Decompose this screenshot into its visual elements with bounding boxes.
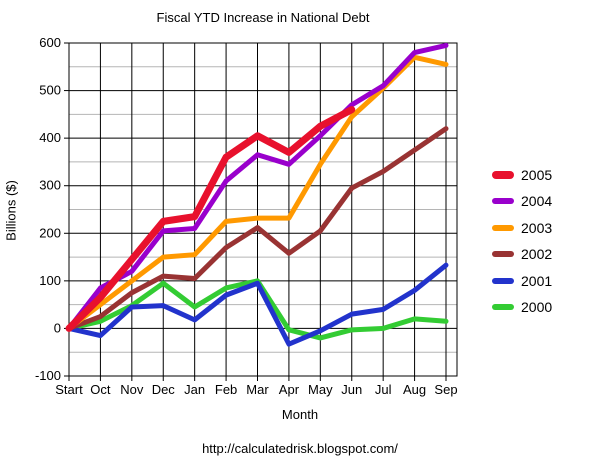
legend-item-2002: 2002 bbox=[492, 244, 552, 264]
footer-url: http://calculatedrisk.blogspot.com/ bbox=[202, 441, 398, 456]
legend-label: 2001 bbox=[521, 272, 553, 289]
y-tick-label: 300 bbox=[39, 178, 61, 193]
y-tick-label: 0 bbox=[54, 320, 61, 335]
legend-marker-2000 bbox=[492, 304, 514, 310]
x-tick-label: Nov bbox=[120, 382, 144, 397]
chart-title: Fiscal YTD Increase in National Debt bbox=[156, 10, 370, 25]
x-tick-label: Mar bbox=[246, 382, 269, 397]
legend-item-2001: 2001 bbox=[492, 271, 552, 291]
x-tick-label: Oct bbox=[90, 382, 111, 397]
plot-border bbox=[68, 42, 458, 377]
legend-item-2000: 2000 bbox=[492, 297, 552, 317]
legend-marker-2003 bbox=[492, 224, 514, 231]
legend-item-2003: 2003 bbox=[492, 218, 552, 238]
x-tick-label: May bbox=[308, 382, 333, 397]
legend-marker-2004 bbox=[492, 198, 514, 205]
y-tick-label: 600 bbox=[39, 35, 61, 50]
x-tick-label: Dec bbox=[152, 382, 176, 397]
legend-label: 2005 bbox=[521, 167, 553, 183]
x-tick-label: Feb bbox=[215, 382, 237, 397]
legend-label: 2002 bbox=[521, 246, 553, 263]
legend-label: 2003 bbox=[521, 219, 553, 236]
x-tick-label: Jun bbox=[341, 382, 362, 397]
x-tick-label: Jan bbox=[184, 382, 205, 397]
x-axis-label: Month bbox=[281, 407, 319, 422]
y-tick-label: 400 bbox=[39, 130, 61, 145]
series-line-2004 bbox=[66, 42, 449, 331]
y-tick-label: 500 bbox=[39, 83, 61, 98]
series-line-2005 bbox=[65, 106, 356, 332]
legend-marker-2001 bbox=[492, 277, 514, 284]
legend-item-2005: 2005 bbox=[492, 165, 552, 185]
legend-label: 2004 bbox=[521, 193, 553, 210]
y-tick-label: -100 bbox=[35, 368, 61, 383]
legend-marker-2002 bbox=[492, 251, 514, 258]
legend-marker-2005 bbox=[492, 171, 514, 179]
x-tick-label: Jul bbox=[375, 382, 392, 397]
legend-label: 2000 bbox=[521, 299, 553, 315]
x-tick-label: Start bbox=[55, 382, 83, 397]
y-tick-label: 100 bbox=[39, 273, 61, 288]
legend-item-2004: 2004 bbox=[492, 191, 552, 211]
x-tick-label: Sep bbox=[434, 382, 457, 397]
series-line-2002 bbox=[66, 126, 449, 331]
y-tick-label: 200 bbox=[39, 225, 61, 240]
x-tick-label: Apr bbox=[279, 382, 300, 397]
x-tick-label: Aug bbox=[403, 382, 426, 397]
series-line-2001 bbox=[66, 262, 449, 347]
